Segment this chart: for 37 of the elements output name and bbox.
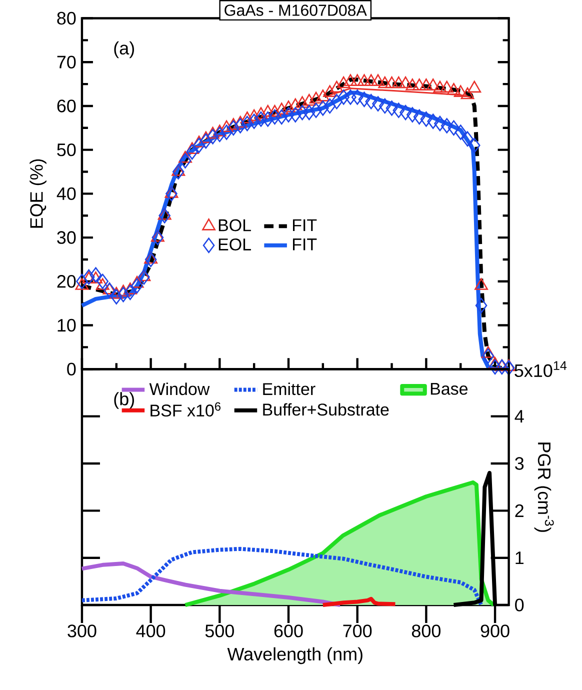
legend-label: Window: [149, 382, 210, 396]
x-tick-label: 700: [343, 624, 372, 638]
legend-label: FIT: [293, 238, 317, 250]
annotation: (a): [114, 41, 134, 58]
legend-label: BSF x10$^{6}$: [150, 402, 221, 417]
legend-label: Base: [431, 382, 468, 395]
y-tick-label: 20: [57, 275, 76, 288]
annotation: (b): [114, 392, 134, 409]
x-tick-label: 900: [480, 624, 510, 638]
legend-label: Buffer+Substrate: [263, 403, 389, 416]
x-tick-label: 300: [68, 624, 96, 638]
x-tick-label: 600: [274, 624, 303, 638]
y-tick-label: 10: [58, 318, 76, 332]
x-tick-label: 800: [412, 624, 441, 638]
y-tick-label: 50: [57, 143, 76, 156]
y-tick-label: 0: [67, 362, 76, 376]
y2-axis-title: PGR (cm$^{-3}$): [534, 442, 554, 532]
y2-tick-label: 2: [515, 504, 524, 517]
chart-title: GaAs - M1607D08A: [224, 4, 368, 16]
y2-tick-label: 0: [515, 598, 524, 612]
y2-tick-label: 1: [516, 552, 524, 564]
y-tick-label: 30: [57, 231, 76, 244]
y-tick-label: 40: [56, 187, 76, 200]
y-tick-label: 60: [57, 100, 76, 112]
text: 5x10$^{14}$: [514, 361, 567, 378]
legend-label: FIT: [293, 219, 317, 232]
x-axis-title: Wavelength (nm): [227, 647, 363, 664]
x-tick-label: 400: [136, 624, 166, 638]
y-tick-label: 80: [57, 12, 76, 25]
x-tick-label: 500: [205, 624, 234, 638]
y2-tick-label: 3: [515, 457, 524, 470]
y-tick-label: 70: [57, 56, 76, 68]
legend-label: EOL: [219, 238, 252, 250]
legend-label: Emitter: [263, 382, 316, 396]
legend-label: BOL: [219, 219, 252, 232]
y-axis-title: EQE (%): [30, 159, 47, 228]
y2-tick-label: 4: [514, 410, 524, 422]
